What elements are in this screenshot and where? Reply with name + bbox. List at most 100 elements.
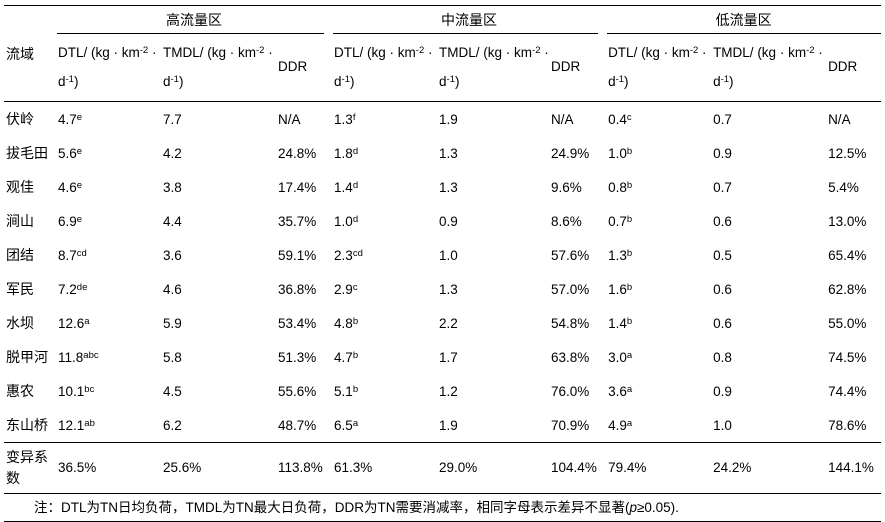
cell: 63.8%: [551, 349, 590, 365]
cell: 5.8: [163, 349, 182, 365]
cell: 1.0: [713, 417, 732, 433]
cell: 1.2: [439, 383, 458, 399]
cell: 1.4b: [608, 315, 633, 331]
table-row: 拔毛田 5.6e 4.2 24.8% 1.8d 1.3 24.9% 1.0b 0.9 12.5%: [4, 136, 881, 170]
cell: 0.8b: [608, 179, 633, 195]
cell: 62.8%: [828, 281, 867, 297]
group-header-row: 流域 高流量区 中流量区 低流量区: [4, 5, 882, 102]
cell: 74.5%: [828, 349, 867, 365]
cell: 74.4%: [828, 383, 867, 399]
column-header-dtl: DTL/ (kg · km-2 · d-1): [606, 34, 712, 102]
table-row: 涧山 6.9e 4.4 35.7% 1.0d 0.9 8.6% 0.7b 0.6 13.0%: [4, 204, 881, 238]
cell: 0.9: [439, 213, 458, 229]
cell: 3.0a: [608, 349, 633, 365]
cell: 76.0%: [551, 383, 590, 399]
cell: 2.2: [439, 315, 458, 331]
column-header-ddr: DDR: [549, 34, 607, 102]
row-label: 脱甲河: [6, 349, 48, 365]
cell: 54.8%: [551, 315, 590, 331]
cell: 0.6: [713, 281, 732, 297]
cell: 1.9: [439, 111, 458, 127]
row-label: 军民: [6, 281, 34, 297]
cell: 1.3: [439, 145, 458, 161]
row-label: 惠农: [6, 383, 34, 399]
cell: 3.6a: [608, 383, 633, 399]
table-row: 军民 7.2de 4.6 36.8% 2.9c 1.3 57.0% 1.6b 0.6 62.8%: [4, 272, 881, 306]
row-label: 变异系数: [4, 442, 56, 494]
cell: 1.3b: [608, 247, 633, 263]
column-header-tmdl: TMDL/ (kg · km-2 · d-1): [711, 34, 827, 102]
cell: 57.6%: [551, 247, 590, 263]
column-header-ddr: DDR: [276, 34, 333, 102]
cell: 65.4%: [828, 247, 867, 263]
cell: 5.1b: [334, 383, 359, 399]
cell: 48.7%: [278, 417, 317, 433]
cell: N/A: [278, 111, 301, 127]
table-row: 团结 8.7cd 3.6 59.1% 2.3cd 1.0 57.6% 1.3b 0.5 65.4%: [4, 238, 881, 272]
summary-row: 变异系数 36.5% 25.6% 113.8% 61.3% 29.0% 104.4% 79.4…: [4, 442, 882, 494]
group-label: 低流量区: [715, 12, 772, 28]
cell: 0.6: [713, 213, 732, 229]
cell: 4.2: [163, 145, 182, 161]
cell: 11.8abc: [58, 349, 99, 365]
cell: 0.8: [713, 349, 732, 365]
cell: 8.6%: [551, 213, 582, 229]
cell: 29.0%: [437, 442, 550, 494]
column-header-dtl: DTL/ (kg · km-2 · d-1): [332, 34, 438, 102]
cell: 17.4%: [278, 179, 317, 195]
cell: 55.6%: [278, 383, 317, 399]
cell: 1.3: [439, 281, 458, 297]
cell: 78.6%: [828, 417, 867, 433]
cell: 1.9: [439, 417, 458, 433]
cell: 36.5%: [56, 442, 161, 494]
cell: 0.4c: [608, 111, 632, 127]
cell: 6.5a: [334, 417, 359, 433]
cell: 13.0%: [828, 213, 867, 229]
sub-header-row: DTL/ (kg · km-2 · d-1) TMDL/ (kg · km-2 …: [4, 34, 882, 102]
cell: 4.7b: [334, 349, 359, 365]
cell: 59.1%: [278, 247, 317, 263]
cell: 0.7: [713, 111, 732, 127]
cell: 1.3: [439, 179, 458, 195]
row-label: 东山桥: [6, 417, 48, 433]
table-footnote: 注：DTL为TN日均负荷，TMDL为TN最大日负荷，DDR为TN需要消减率，相同…: [34, 500, 679, 515]
cell: 0.9: [713, 145, 732, 161]
table-body: 伏岭 4.7e 7.7 N/A 1.3f 1.9 N/A 0.4c 0.7 N/A 拔毛田 5.6e 4…: [4, 102, 882, 494]
cell: 0.5: [713, 247, 732, 263]
column-header-dtl: DTL/ (kg · km-2 · d-1): [56, 34, 161, 102]
column-header-basin: 流域: [4, 5, 56, 102]
cell: 24.8%: [278, 145, 317, 161]
cell: 0.6: [713, 315, 732, 331]
cell: 9.6%: [551, 179, 582, 195]
cell: 1.0d: [334, 213, 359, 229]
cell: N/A: [551, 111, 574, 127]
cell: 6.2: [163, 417, 182, 433]
cell: 1.0b: [608, 145, 633, 161]
cell: 79.4%: [606, 442, 712, 494]
column-header-tmdl: TMDL/ (kg · km-2 · d-1): [161, 34, 276, 102]
cell: 1.6b: [608, 281, 633, 297]
row-label: 拔毛田: [6, 145, 48, 161]
cell: 4.6e: [58, 179, 83, 195]
cell: N/A: [828, 111, 851, 127]
tn-load-table: 流域 高流量区 中流量区 低流量区 DTL/ (kg · km-2 · d-1)…: [4, 5, 882, 494]
group-label: 中流量区: [441, 12, 498, 28]
cell: 8.7cd: [58, 247, 87, 263]
group-header-high-flow: 高流量区: [56, 6, 332, 34]
group-underline: [333, 33, 599, 34]
cell: 1.4d: [334, 179, 359, 195]
cell: 113.8%: [276, 442, 333, 494]
table-row: 东山桥 12.1ab 6.2 48.7% 6.5a 1.9 70.9% 4.9a 1.0 78.6…: [4, 408, 881, 443]
cell: 0.7: [713, 179, 732, 195]
cell: 25.6%: [161, 442, 276, 494]
cell: 4.6: [163, 281, 182, 297]
cell: 55.0%: [828, 315, 867, 331]
row-label: 水坝: [6, 315, 34, 331]
cell: 0.7b: [608, 213, 633, 229]
cell: 35.7%: [278, 213, 317, 229]
table-row: 观佳 4.6e 3.8 17.4% 1.4d 1.3 9.6% 0.8b 0.7 5.4%: [4, 170, 881, 204]
cell: 4.4: [163, 213, 182, 229]
cell: 4.8b: [334, 315, 359, 331]
cell: 24.2%: [711, 442, 827, 494]
